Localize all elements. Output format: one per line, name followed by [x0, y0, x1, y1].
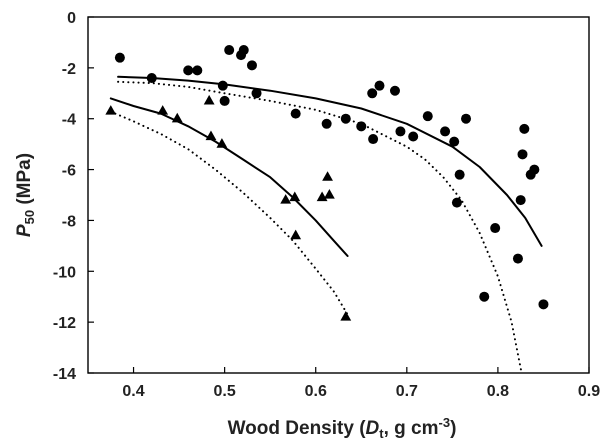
circle-data-point [146, 73, 157, 84]
plot-frame [87, 16, 590, 374]
circles-fit-curve [117, 75, 543, 247]
circle-data-point [340, 113, 351, 124]
y-tick-label: -6 [62, 163, 76, 180]
circle-data-point [290, 108, 301, 119]
triangles-fit-curve [109, 97, 349, 257]
circle-data-point [408, 131, 419, 142]
y-tick-label: -2 [62, 61, 76, 78]
circle-data-point [251, 88, 262, 99]
circle-data-point [517, 149, 528, 160]
circle-data-point [461, 113, 472, 124]
circle-data-point [321, 118, 332, 129]
circle-data-point [219, 95, 230, 106]
x-tick-label: 0.5 [214, 383, 236, 400]
circle-data-point [238, 45, 249, 56]
circle-data-point [454, 169, 465, 180]
circle-data-point [519, 123, 530, 134]
triangle-data-point [203, 94, 215, 105]
circle-data-point [490, 223, 501, 234]
circle-data-point [356, 121, 367, 132]
circle-data-point [538, 299, 549, 310]
triangle-data-point [289, 191, 301, 202]
y-tick-label: -4 [62, 112, 76, 129]
circle-data-point [183, 65, 194, 76]
circle-data-point [367, 88, 378, 99]
circles-bound-curve [117, 80, 523, 374]
triangle-data-point [171, 112, 183, 123]
y-axis: 0 -2 -4 -6 -8 -10 -12 -14 [53, 10, 94, 383]
plot-area-border [87, 16, 590, 374]
triangle-data-point [105, 105, 117, 115]
circle-data-point [395, 126, 406, 137]
circle-data-point [246, 60, 257, 71]
y-tick-label: 0 [67, 10, 76, 27]
x-tick-label: 0.9 [578, 383, 600, 400]
y-tick-label: -8 [62, 213, 76, 230]
circle-data-point [217, 80, 228, 91]
circle-data-point [529, 164, 540, 175]
triangle-data-point [340, 311, 352, 321]
y-tick-label: -10 [53, 264, 76, 281]
circle-data-point [374, 80, 385, 91]
circle-data-point [114, 52, 125, 63]
circle-data-point [422, 111, 433, 122]
circle-data-point [512, 253, 523, 264]
triangle-data-point [157, 105, 169, 115]
y-tick-label: -12 [53, 315, 76, 332]
triangle-data-point [323, 189, 335, 199]
y-tick-label: -14 [53, 366, 76, 383]
circle-data-point [389, 85, 400, 96]
triangle-data-point [205, 130, 217, 141]
circle-data-point [224, 45, 235, 56]
x-tick-label: 0.6 [305, 383, 327, 400]
x-axis: 0.4 0.5 0.6 0.7 0.8 0.9 [122, 367, 600, 400]
data-points [105, 45, 549, 321]
fit-curves [109, 75, 543, 374]
triangle-data-point [280, 194, 292, 204]
circle-data-point [515, 195, 526, 206]
circle-data-point [451, 197, 462, 208]
circle-data-point [479, 291, 490, 302]
triangle-data-point [316, 191, 328, 202]
x-tick-label: 0.7 [396, 383, 418, 400]
x-axis-title: Wood Density (Dt, g cm-3) [228, 415, 457, 441]
triangles-bound-curve [114, 112, 349, 316]
y-axis-title: P50 (MPa) [14, 153, 37, 237]
triangle-data-point [216, 138, 228, 148]
circle-data-point [368, 134, 379, 145]
circle-data-point [449, 136, 460, 147]
x-tick-label: 0.8 [487, 383, 509, 400]
circle-data-point [192, 65, 203, 76]
triangle-data-point [290, 229, 302, 240]
triangle-data-point [322, 171, 333, 181]
circle-data-point [440, 126, 451, 137]
x-tick-label: 0.4 [122, 383, 144, 400]
